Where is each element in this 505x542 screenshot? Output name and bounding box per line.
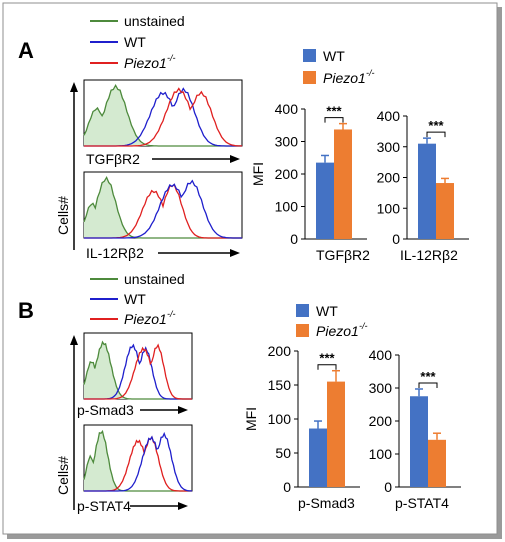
y-tick-label: 200 — [369, 413, 393, 429]
legend-label-wt: WT — [124, 34, 146, 50]
bar-chart-il12rb2: 0 100 200 300 400 *** IL-12Rβ2 — [377, 108, 469, 263]
y-tick-label: 100 — [268, 411, 292, 427]
bar-legend-swatch-piezo1 — [303, 71, 316, 84]
legend-label-piezo1-sup: -/- — [167, 53, 176, 63]
bar-chart-pstat4: 0 100 200 300 400 *** p-STAT4 — [369, 347, 461, 511]
cells-label-b: Cells# — [55, 456, 71, 495]
histogram-legend-a: unstained WT Piezo1 -/- — [90, 13, 185, 71]
histogram-fill-unstained — [84, 177, 242, 238]
significance-bracket — [324, 117, 344, 123]
y-tick-label: 300 — [275, 134, 299, 150]
cells-arrow-a — [70, 82, 78, 250]
bar-legend-label-wt: WT — [323, 48, 345, 64]
hist-arrow-pstat4 — [130, 502, 188, 510]
bar-legend-label-wt-b: WT — [316, 303, 338, 319]
x-axis-label: TGFβR2 — [316, 247, 370, 263]
y-tick-label: 0 — [392, 231, 400, 247]
x-axis-label: IL-12Rβ2 — [400, 247, 458, 263]
bar-legend-label-piezo1: Piezo1 — [323, 70, 366, 86]
hist-arrow-il12rb2 — [158, 249, 240, 257]
y-tick-label: 400 — [377, 108, 401, 124]
hist-arrow-psmad3 — [140, 406, 188, 414]
legend-label-unstained: unstained — [124, 13, 185, 29]
histogram-il12rb2 — [83, 171, 243, 239]
histogram-tgfbr2 — [83, 79, 243, 147]
x-axis-label: p-Smad3 — [298, 495, 355, 511]
y-tick-label: 400 — [369, 347, 393, 363]
y-tick-label: 150 — [268, 377, 292, 393]
bar-chart-psmad3: 0 50 100 150 200 *** p-Smad3 MFI — [243, 343, 360, 511]
y-tick-label: 100 — [369, 446, 393, 462]
bar-chart-tgfbr2: 0 100 200 300 400 *** TGFβR2 MFI — [250, 101, 370, 263]
significance-stars: *** — [319, 351, 335, 366]
y-tick-label: 50 — [275, 445, 291, 461]
bar-legend-swatch-wt-b — [296, 304, 309, 317]
y-tick-label: 400 — [275, 101, 299, 117]
histogram-curve — [84, 179, 242, 239]
hist-label-pstat4: p-STAT4 — [77, 498, 131, 514]
histogram-pstat4 — [83, 424, 193, 492]
histogram-legend-b: unstained WT Piezo1 -/- — [90, 271, 185, 327]
bar-legend-label-piezo1-sup: -/- — [366, 68, 375, 78]
bar-legend-a: WT Piezo1 -/- — [303, 48, 375, 86]
bar-piezo1 — [334, 129, 352, 239]
y-tick-label: 200 — [268, 343, 292, 359]
histogram-fill-unstained — [84, 342, 192, 399]
y-tick-label: 100 — [377, 200, 401, 216]
cells-label-a: Cells# — [55, 196, 71, 235]
histogram-curve — [84, 431, 192, 492]
histogram-curve — [84, 343, 192, 400]
panel-b-letter: B — [18, 298, 34, 323]
histogram-fill-unstained — [84, 431, 192, 491]
histogram-psmad3 — [83, 332, 193, 400]
hist-label-tgfbr2: TGFβR2 — [86, 151, 140, 167]
significance-stars: *** — [420, 369, 436, 384]
legend-label-piezo1: Piezo1 — [124, 55, 167, 71]
bar-piezo1 — [436, 183, 454, 239]
significance-bracket — [317, 364, 337, 370]
bar-piezo1 — [428, 439, 446, 487]
bar-wt — [410, 396, 428, 487]
bar-piezo1 — [327, 381, 345, 487]
legend-label-wt-b: WT — [124, 291, 146, 307]
x-axis-label: p-STAT4 — [395, 495, 449, 511]
y-axis-label: MFI — [243, 407, 259, 431]
significance-stars: *** — [428, 118, 444, 133]
y-tick-label: 0 — [290, 231, 298, 247]
bar-legend-label-piezo1-b: Piezo1 — [316, 323, 359, 339]
histogram-curve — [83, 83, 242, 147]
y-tick-label: 100 — [275, 199, 299, 215]
y-tick-label: 300 — [377, 139, 401, 155]
y-tick-label: 200 — [377, 170, 401, 186]
legend-label-piezo1-b: Piezo1 — [124, 311, 167, 327]
significance-bracket — [418, 382, 438, 388]
bar-wt — [316, 162, 334, 239]
panel-a-letter: A — [18, 38, 34, 63]
hist-label-il12rb2: IL-12Rβ2 — [86, 245, 144, 261]
y-tick-label: 300 — [369, 380, 393, 396]
cells-arrow-b — [70, 335, 78, 510]
bar-legend-b: WT Piezo1 -/- — [296, 303, 368, 339]
legend-label-piezo1-sup-b: -/- — [167, 309, 176, 319]
bar-wt — [418, 143, 436, 239]
bar-wt — [309, 428, 327, 487]
histogram-curve — [84, 87, 242, 147]
y-axis-label: MFI — [250, 162, 266, 186]
y-tick-label: 0 — [384, 479, 392, 495]
hist-label-psmad3: p-Smad3 — [77, 402, 134, 418]
y-tick-label: 0 — [283, 479, 291, 495]
bar-legend-swatch-piezo1-b — [296, 324, 309, 337]
legend-label-unstained-b: unstained — [124, 271, 185, 287]
bar-legend-swatch-wt — [303, 49, 316, 62]
bar-legend-label-piezo1-sup-b: -/- — [359, 321, 368, 331]
significance-bracket — [426, 131, 446, 138]
significance-stars: *** — [326, 104, 342, 119]
hist-arrow-tgfbr2 — [152, 155, 240, 163]
y-tick-label: 200 — [275, 166, 299, 182]
